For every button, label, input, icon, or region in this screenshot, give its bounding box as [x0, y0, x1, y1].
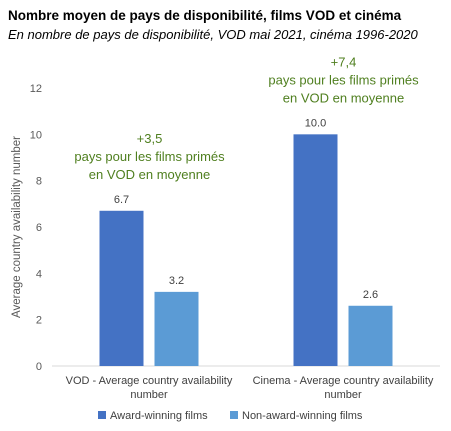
bar — [99, 210, 144, 366]
y-axis-label: Average country availability number — [11, 136, 23, 318]
y-tick-label: 2 — [36, 315, 42, 327]
data-label: 10.0 — [305, 117, 326, 129]
y-tick-label: 10 — [30, 129, 42, 141]
data-label: 2.6 — [363, 289, 378, 301]
annotation-text: en VOD en moyenne — [89, 167, 210, 182]
x-category-label: number — [130, 389, 168, 401]
data-label: 6.7 — [114, 194, 129, 206]
chart-title: Nombre moyen de pays de disponibilité, f… — [8, 8, 402, 23]
y-tick-label: 12 — [30, 83, 42, 95]
x-category-label: Cinema - Average country availability — [253, 375, 434, 387]
y-tick-label: 4 — [36, 268, 42, 280]
annotation-text: +3,5 — [137, 131, 163, 146]
bar — [154, 291, 199, 366]
y-tick-label: 0 — [36, 361, 42, 373]
legend-swatch — [230, 411, 238, 419]
data-label: 3.2 — [169, 275, 184, 287]
legend-swatch — [98, 411, 106, 419]
annotation-text: en VOD en moyenne — [283, 90, 404, 105]
bar — [348, 305, 393, 366]
bar — [293, 134, 338, 366]
annotation-text: pays pour les films primés — [74, 149, 225, 164]
legend-label: Award-winning films — [110, 410, 208, 422]
annotation-text: +7,4 — [331, 54, 357, 69]
x-category-label: number — [324, 389, 362, 401]
annotation-text: pays pour les films primés — [268, 72, 419, 87]
y-tick-label: 6 — [36, 222, 42, 234]
x-category-label: VOD - Average country availability — [66, 375, 233, 387]
chart-subtitle: En nombre de pays de disponibilité, VOD … — [8, 27, 418, 42]
legend-label: Non-award-winning films — [242, 410, 363, 422]
y-tick-label: 8 — [36, 176, 42, 188]
